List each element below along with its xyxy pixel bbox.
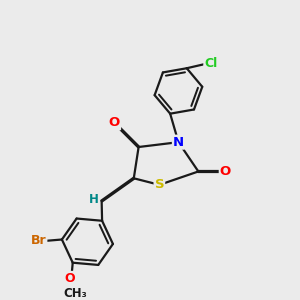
- Text: O: O: [109, 116, 120, 129]
- Text: S: S: [154, 178, 164, 191]
- Text: O: O: [220, 165, 231, 178]
- Text: Br: Br: [31, 234, 46, 248]
- Text: Cl: Cl: [204, 57, 218, 70]
- Text: CH₃: CH₃: [64, 287, 88, 300]
- Text: N: N: [173, 136, 184, 149]
- Text: O: O: [64, 272, 75, 285]
- Text: H: H: [89, 193, 99, 206]
